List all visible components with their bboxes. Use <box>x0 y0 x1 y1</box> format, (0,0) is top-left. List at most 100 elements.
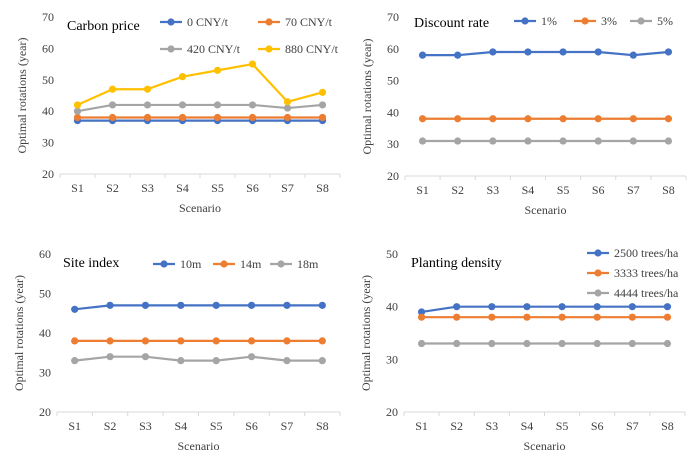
legend-swatch-marker <box>265 18 273 26</box>
legend-label: 3333 trees/ha <box>614 266 679 280</box>
legend-item-2500-trees-ha: 2500 trees/ha <box>587 246 679 260</box>
data-point-s2 <box>106 337 114 345</box>
legend-item-14m: 14m <box>213 257 262 271</box>
y-tick-label: 70 <box>42 10 54 24</box>
x-tick-label-s1: S1 <box>68 419 81 433</box>
data-point-s8 <box>664 137 673 145</box>
legend-swatch-marker <box>167 18 175 26</box>
y-tick-label: 30 <box>387 137 399 151</box>
y-tick-label: 50 <box>42 73 54 87</box>
legend-swatch-marker <box>277 260 285 268</box>
panel-site-index: 20 30 40 50 60 S1 S2 S3 S4 S5 S6 S7 S8 Scenario Optima… <box>12 247 341 453</box>
data-point-s8 <box>318 301 326 309</box>
data-point-s1 <box>418 137 427 145</box>
legend-item-3: 3% <box>574 14 617 28</box>
data-point-s2 <box>108 85 117 93</box>
legend-swatch-marker <box>637 17 645 25</box>
legend-swatch-marker <box>521 17 529 25</box>
legend-item-4444-trees-ha: 4444 trees/ha <box>587 286 679 300</box>
legend-label: 18m <box>297 257 319 271</box>
data-point-s8 <box>318 113 327 122</box>
data-point-s5 <box>213 66 222 74</box>
data-point-s2 <box>454 115 462 123</box>
series-4444-trees-ha <box>417 339 672 348</box>
x-tick-label-s4: S4 <box>176 181 189 195</box>
data-point-s7 <box>283 357 291 365</box>
panel-title: Discount rate <box>414 16 489 31</box>
x-tick-label-s3: S3 <box>485 419 498 433</box>
legend-swatch-marker <box>594 289 602 297</box>
panel-discount-rate: 20 30 40 50 60 70 S1 S2 S3 S4 S5 S6 S7 S8 Scenario Opti… <box>360 10 687 217</box>
data-point-s5 <box>559 115 567 123</box>
data-point-s1 <box>73 107 82 115</box>
x-axis-title: Scenario <box>179 201 221 215</box>
series-5 <box>418 137 673 145</box>
y-axis-title: Optimal rotations (year) <box>15 38 29 154</box>
legend-item-70-cny-t: 70 CNY/t <box>258 15 333 29</box>
legend: 10m 14m 18m <box>153 257 319 271</box>
legend-swatch-marker <box>594 249 602 257</box>
x-tick-label-s6: S6 <box>245 419 258 433</box>
data-point-s7 <box>629 137 637 145</box>
data-point-s4 <box>524 48 532 56</box>
data-point-s2 <box>106 353 114 361</box>
data-point-s6 <box>593 339 601 348</box>
data-point-s4 <box>177 337 185 345</box>
data-point-s7 <box>283 113 292 122</box>
x-axis-title: Scenario <box>525 203 567 217</box>
x-tick-label-s3: S3 <box>139 419 152 433</box>
data-point-s3 <box>143 113 152 122</box>
data-point-s1 <box>417 308 426 316</box>
legend-swatch-marker <box>167 45 175 53</box>
data-point-s4 <box>177 301 185 309</box>
data-point-s1 <box>418 51 427 59</box>
series-line <box>422 50 669 57</box>
y-tick-label: 30 <box>39 366 51 380</box>
series-18m <box>71 353 326 365</box>
x-tick-label-s2: S2 <box>104 419 117 433</box>
x-tick-label-s8: S8 <box>316 419 329 433</box>
x-tick-label-s2: S2 <box>450 419 463 433</box>
series-line <box>77 103 323 113</box>
y-tick-label: 50 <box>39 287 51 301</box>
data-point-s8 <box>664 48 673 56</box>
legend-swatch-marker <box>265 45 273 53</box>
legend-label: 4444 trees/ha <box>614 286 679 300</box>
data-point-s2 <box>453 339 461 348</box>
data-point-s2 <box>454 51 462 59</box>
legend: 0 CNY/t 70 CNY/t 420 CNY/t 880 CNY/t <box>160 15 339 56</box>
legend-swatch-marker <box>581 17 589 25</box>
data-point-s4 <box>177 357 185 365</box>
data-point-s8 <box>663 303 672 311</box>
data-point-s5 <box>559 137 567 145</box>
legend-item-0-cny-t: 0 CNY/t <box>160 15 229 29</box>
data-point-s3 <box>489 48 497 56</box>
x-tick-label-s4: S4 <box>174 419 187 433</box>
legend-label: 70 CNY/t <box>285 15 333 29</box>
x-tick-label-s8: S8 <box>662 183 675 197</box>
data-point-s4 <box>523 339 531 348</box>
data-point-s1 <box>71 337 79 345</box>
y-tick-label: 60 <box>387 42 399 56</box>
y-tick-label: 40 <box>386 300 398 314</box>
series-1 <box>418 48 673 59</box>
data-point-s5 <box>213 113 222 122</box>
series-line <box>421 305 668 314</box>
legend-item-5: 5% <box>630 14 673 28</box>
y-tick-label: 60 <box>39 247 51 261</box>
data-point-s3 <box>489 137 497 145</box>
legend-swatch-marker <box>160 260 168 268</box>
x-tick-label-s3: S3 <box>486 183 499 197</box>
x-tick-label-s4: S4 <box>521 419 534 433</box>
data-point-s6 <box>593 313 601 321</box>
x-tick-label-s1: S1 <box>71 181 84 195</box>
y-tick-label: 40 <box>42 104 54 118</box>
x-tick-label-s4: S4 <box>522 183 535 197</box>
data-point-s7 <box>283 337 291 345</box>
y-tick-label: 30 <box>42 136 54 150</box>
y-tick-label: 50 <box>387 74 399 88</box>
series-880-cny-t <box>73 60 327 109</box>
data-point-s2 <box>453 303 461 311</box>
legend-label: 1% <box>541 14 557 28</box>
